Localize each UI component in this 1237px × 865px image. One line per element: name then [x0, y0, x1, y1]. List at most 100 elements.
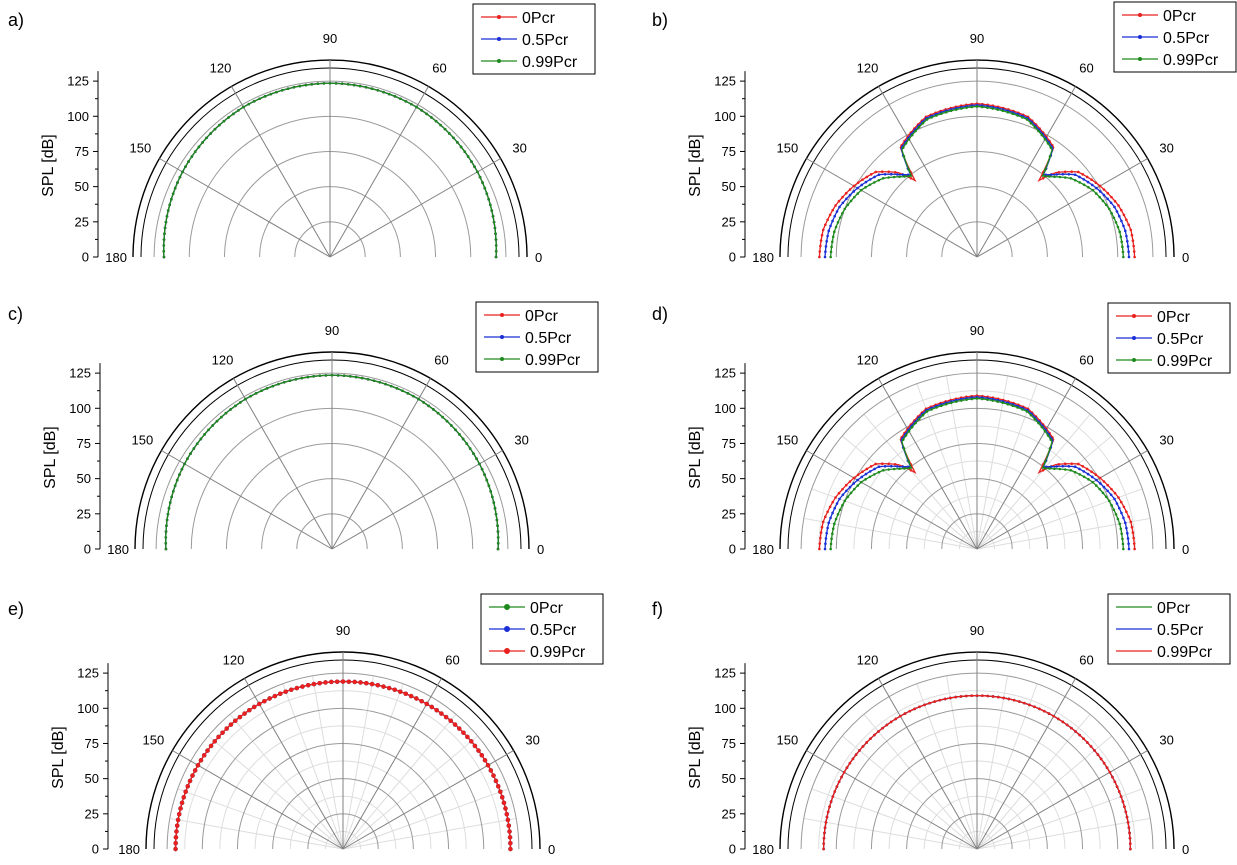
- angle-tick-label: 90: [970, 623, 984, 638]
- series-marker: [828, 213, 832, 217]
- series-marker: [1093, 749, 1096, 752]
- series-marker: [369, 681, 375, 687]
- r-tick-label: 100: [77, 701, 99, 716]
- series-marker: [834, 204, 837, 207]
- series-marker: [1038, 707, 1041, 711]
- series-marker: [173, 846, 178, 852]
- angle-tick-label: 90: [970, 31, 984, 46]
- y-axis-label: SPL [dB]: [42, 426, 59, 489]
- series-marker: [473, 165, 476, 168]
- series-marker: [1089, 745, 1093, 748]
- angle-tick-label: 90: [336, 623, 350, 638]
- r-tick-label: 25: [77, 506, 91, 521]
- series-marker: [821, 520, 825, 524]
- r-tick-label: 50: [77, 471, 91, 486]
- series-marker: [1094, 473, 1098, 477]
- series-marker: [1078, 467, 1081, 471]
- series-marker: [496, 536, 500, 539]
- series-marker: [470, 160, 473, 163]
- series-marker: [1049, 146, 1053, 149]
- series-marker: [831, 500, 835, 504]
- series-marker: [164, 547, 168, 551]
- series-marker: [420, 109, 423, 112]
- series-marker: [865, 741, 868, 744]
- series-marker: [1125, 234, 1128, 238]
- series-marker: [1127, 255, 1131, 259]
- series-marker: [819, 239, 823, 242]
- series-marker: [824, 245, 828, 248]
- series-marker: [1098, 476, 1102, 480]
- series-marker: [494, 244, 498, 247]
- r-tick-label: 0: [729, 542, 736, 557]
- legend-label: 0Pcr: [525, 308, 559, 325]
- series-marker: [1117, 790, 1121, 793]
- series-marker: [1095, 478, 1098, 482]
- series-marker: [828, 505, 832, 509]
- series-marker: [171, 192, 175, 195]
- series-marker: [822, 847, 825, 851]
- series-marker: [825, 239, 828, 243]
- series-marker: [1058, 175, 1062, 179]
- series-marker: [885, 723, 889, 727]
- series-marker: [889, 464, 893, 468]
- series-marker: [404, 100, 408, 103]
- series-marker: [834, 225, 838, 229]
- series-marker: [901, 438, 905, 441]
- series-marker: [838, 497, 841, 501]
- series-marker: [439, 711, 444, 716]
- series-marker: [874, 462, 877, 466]
- angle-tick-label: 180: [118, 842, 140, 857]
- series-marker: [1094, 192, 1098, 195]
- series-marker: [1082, 737, 1085, 740]
- series-marker: [186, 457, 189, 460]
- series-marker: [1016, 114, 1019, 117]
- series-marker: [508, 846, 513, 852]
- series-marker: [1123, 521, 1127, 525]
- series-marker: [275, 90, 278, 94]
- series-marker: [342, 374, 346, 378]
- series-marker: [903, 712, 907, 715]
- angle-tick-label: 120: [857, 652, 879, 667]
- series-marker: [828, 805, 831, 809]
- series-marker: [461, 730, 466, 735]
- series-marker: [1121, 537, 1124, 541]
- r-tick-label: 25: [75, 214, 89, 229]
- series-marker: [1061, 464, 1065, 468]
- series-marker: [1029, 413, 1033, 417]
- series-marker: [841, 487, 844, 491]
- series-marker: [903, 175, 906, 178]
- series-marker: [193, 150, 197, 154]
- series-marker: [1116, 225, 1120, 229]
- series-marker: [1070, 726, 1073, 730]
- series-marker: [459, 145, 463, 149]
- series-marker: [1073, 470, 1077, 474]
- series-marker: [493, 507, 497, 510]
- series-marker: [164, 536, 168, 539]
- series-marker: [192, 768, 198, 773]
- grid-spoke: [231, 86, 331, 258]
- series-marker: [494, 512, 498, 516]
- series-marker: [856, 484, 860, 487]
- grid-spoke: [976, 750, 1148, 850]
- series-marker: [880, 170, 884, 174]
- grid-spoke: [172, 750, 344, 850]
- legend-label: 0.5Pcr: [1157, 331, 1204, 348]
- series-marker: [831, 240, 834, 244]
- series-marker: [1104, 203, 1108, 207]
- series-marker: [237, 109, 240, 112]
- series-marker: [1118, 506, 1121, 510]
- series-marker: [1043, 168, 1047, 171]
- series-marker: [1109, 201, 1113, 205]
- grid-spoke: [161, 450, 333, 550]
- series-marker: [177, 811, 182, 817]
- series-marker: [1125, 218, 1128, 222]
- series-marker: [1049, 438, 1053, 441]
- series-marker: [904, 434, 908, 437]
- legend-label: 0.99Pcr: [522, 54, 578, 71]
- series-marker: [170, 495, 173, 499]
- series-marker: [242, 105, 245, 109]
- legend-marker: [497, 59, 501, 63]
- series-marker: [496, 530, 500, 533]
- series-marker: [874, 170, 877, 174]
